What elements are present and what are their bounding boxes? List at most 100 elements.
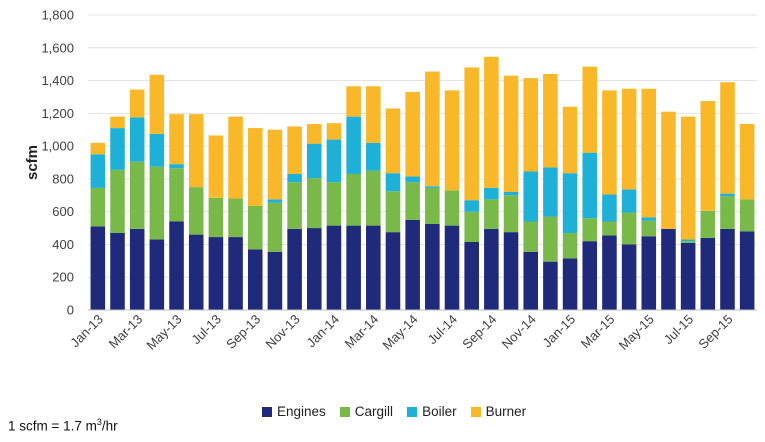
bar-stack-Oct-15	[739, 123, 755, 310]
bar-stack-Oct-13	[267, 129, 283, 310]
bar-stack-Nov-14	[523, 78, 538, 310]
y-axis-label: scfm	[24, 145, 41, 180]
bar-stack-Nov-13	[287, 126, 302, 311]
bar-burner-Nov-13	[287, 126, 302, 174]
bar-burner-Feb-13	[110, 116, 125, 129]
y-tick-label: 600	[52, 204, 74, 219]
bar-cargill-Aug-13	[228, 198, 243, 238]
x-tick-label: May-14	[380, 312, 421, 353]
bar-cargill-Sep-14	[484, 199, 499, 229]
bar-boiler-Dec-14	[543, 167, 558, 217]
bar-cargill-Jul-15	[680, 241, 696, 243]
bar-stack-Jan-14	[326, 123, 342, 310]
bar-cargill-May-13	[169, 168, 184, 222]
bar-burner-Aug-15	[700, 101, 716, 211]
bar-boiler-Oct-13	[267, 199, 283, 203]
bar-boiler-Aug-14	[464, 200, 479, 212]
bar-boiler-Feb-14	[346, 116, 361, 174]
bar-engines-Jan-14	[326, 225, 342, 310]
bar-burner-Aug-14	[464, 67, 479, 201]
bar-engines-Sep-13	[247, 249, 263, 310]
bar-burner-Oct-13	[267, 129, 283, 200]
bar-engines-Jul-14	[444, 225, 460, 310]
bar-cargill-Jul-13	[208, 197, 224, 238]
bar-cargill-May-15	[641, 220, 657, 237]
y-tick-label: 800	[52, 171, 74, 186]
bars	[90, 56, 755, 311]
legend-item-burner: Burner	[470, 404, 526, 419]
bar-stack-Apr-15	[621, 88, 637, 310]
bar-cargill-Dec-14	[543, 216, 558, 262]
bar-engines-Feb-14	[346, 225, 361, 310]
bar-burner-Jan-14	[326, 123, 342, 140]
bar-engines-Oct-13	[267, 251, 283, 310]
bar-burner-Jun-15	[661, 111, 676, 229]
x-tick-label: Mar-15	[578, 312, 618, 352]
bar-engines-Dec-14	[543, 261, 558, 310]
bar-burner-Jan-15	[562, 106, 578, 174]
legend-swatch-engines	[262, 406, 272, 417]
bar-boiler-Jan-13	[90, 154, 106, 188]
bar-burner-Apr-13	[149, 74, 165, 134]
bar-cargill-Jan-13	[90, 187, 106, 227]
bar-cargill-Sep-13	[247, 205, 263, 250]
bar-boiler-Dec-13	[307, 143, 322, 179]
bar-engines-Jun-13	[188, 234, 204, 310]
bar-burner-Feb-15	[582, 66, 598, 153]
bar-stack-Jul-14	[444, 90, 460, 310]
legend-item-cargill: Cargill	[339, 404, 394, 419]
bar-burner-Jun-13	[188, 114, 204, 188]
bar-cargill-Oct-14	[503, 195, 519, 233]
bar-burner-Sep-15	[720, 82, 735, 194]
bar-stack-Dec-14	[543, 74, 558, 310]
bar-engines-Sep-14	[484, 228, 499, 311]
bar-stack-Mar-14	[366, 86, 381, 310]
bar-boiler-Mar-13	[129, 117, 145, 162]
bar-stack-Jul-15	[680, 116, 696, 310]
y-tick-label: 1,800	[41, 8, 74, 23]
bar-stack-Jun-15	[661, 111, 676, 311]
bar-stack-Mar-15	[602, 90, 617, 310]
bar-boiler-Oct-14	[503, 192, 519, 196]
bar-engines-Aug-14	[464, 241, 479, 310]
bar-stack-Aug-14	[464, 67, 479, 310]
bar-stack-Mar-13	[129, 89, 145, 311]
bar-engines-Feb-13	[110, 232, 125, 310]
bar-burner-Apr-14	[385, 108, 401, 174]
bar-engines-Dec-13	[307, 228, 322, 310]
bar-engines-May-15	[641, 236, 657, 310]
bar-boiler-Apr-13	[149, 133, 165, 167]
bar-engines-Nov-14	[523, 251, 538, 310]
x-tick-label: Nov-13	[262, 312, 302, 352]
x-tick-label: Jan-15	[539, 312, 578, 351]
x-tick-label: Jul-14	[424, 312, 460, 348]
bar-burner-Jul-14	[444, 90, 460, 191]
bar-boiler-Feb-13	[110, 128, 125, 170]
legend-label-cargill: Cargill	[354, 404, 394, 419]
gridlines	[88, 14, 757, 278]
bar-burner-Mar-15	[602, 90, 617, 195]
bar-cargill-Apr-13	[149, 166, 165, 240]
bar-burner-May-13	[169, 114, 184, 165]
bar-cargill-Oct-13	[267, 202, 283, 252]
x-tick-label: Sep-14	[459, 312, 499, 352]
bar-engines-Apr-15	[621, 244, 637, 310]
bar-engines-Mar-13	[129, 228, 145, 311]
bar-stack-Apr-13	[149, 74, 165, 310]
bar-stack-Jul-13	[208, 135, 224, 310]
bar-cargill-Dec-13	[307, 178, 322, 229]
bar-stack-May-14	[405, 92, 420, 310]
bar-engines-Oct-15	[739, 231, 755, 310]
bar-burner-Dec-13	[307, 123, 322, 144]
bar-stack-Feb-15	[582, 66, 598, 310]
bar-stack-Jun-13	[188, 114, 204, 310]
x-tick-label: Jul-13	[188, 312, 224, 348]
bar-cargill-Aug-15	[700, 210, 716, 238]
bar-burner-Dec-14	[543, 74, 558, 168]
x-tick-label: Sep-15	[695, 312, 735, 352]
bar-stack-Oct-14	[503, 75, 519, 310]
y-tick-label: 1,600	[41, 40, 74, 55]
bar-burner-Mar-13	[129, 89, 145, 118]
